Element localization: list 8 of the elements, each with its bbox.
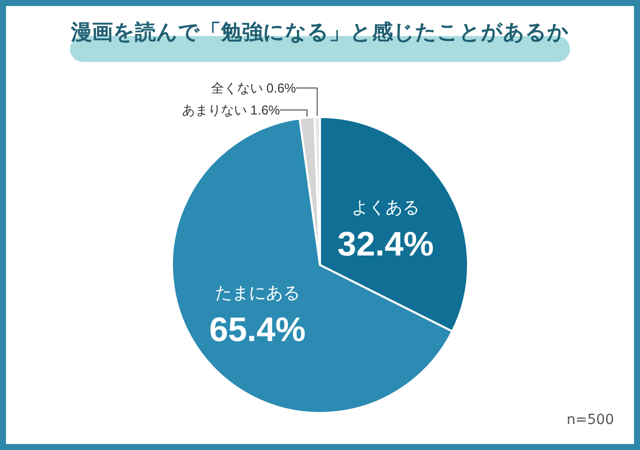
slice-label: よくある xyxy=(352,198,420,218)
slice-label: あまりない 1.6% xyxy=(182,102,280,118)
data-label: 65.4% xyxy=(209,310,306,349)
slice-label: 全くない 0.6% xyxy=(210,80,296,96)
chart-title: 漫画を読んで「勉強になる」と感じたことがあるか xyxy=(70,19,570,46)
text: n=500 xyxy=(566,412,614,428)
data-label: 32.4% xyxy=(337,226,434,264)
slice-label: たまにある xyxy=(214,283,300,302)
